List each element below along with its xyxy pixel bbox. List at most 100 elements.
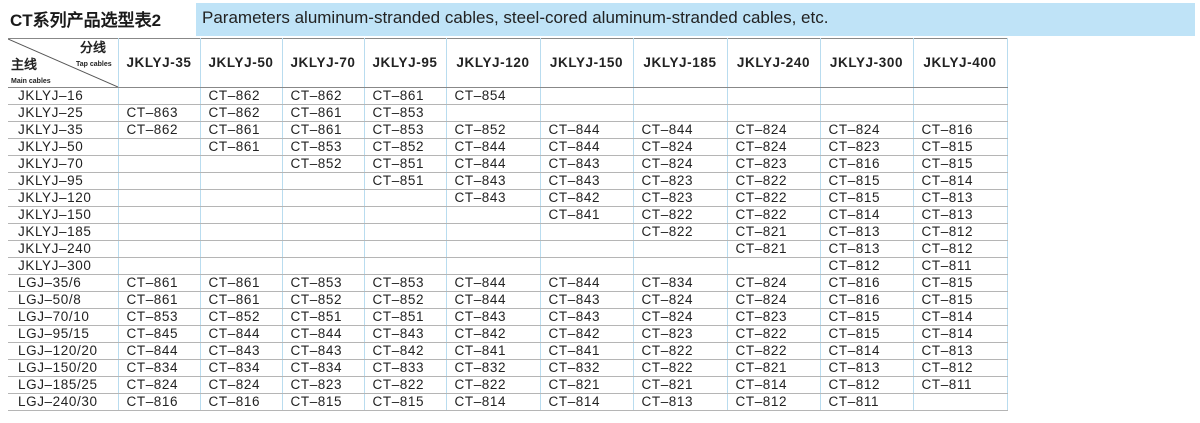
table-cell: CT–861 [364, 87, 447, 105]
table-cell: CT–852 [364, 138, 447, 156]
table-cell: CT–861 [282, 121, 365, 139]
table-cell: CT–814 [913, 172, 1008, 190]
table-cell: CT–852 [200, 308, 283, 326]
table-cell: CT–834 [118, 359, 201, 377]
empty-cell [282, 223, 365, 241]
table-cell: CT–822 [727, 325, 821, 343]
table-cell: CT–842 [540, 325, 634, 343]
table-body: 分线 Tap cables 主线 Main cables JKLYJ-35 JKL… [8, 38, 1008, 411]
table-cell: CT–843 [364, 325, 447, 343]
table-cell: CT–844 [540, 274, 634, 292]
table-cell: CT–842 [540, 189, 634, 207]
table-cell: CT–815 [364, 393, 447, 411]
table-cell: CT–822 [727, 189, 821, 207]
page-title: CT系列产品选型表2 [10, 11, 162, 30]
tap-label-en: Tap cables [76, 61, 112, 68]
empty-cell [913, 87, 1008, 105]
table-cell: CT–862 [282, 87, 365, 105]
empty-cell [282, 240, 365, 258]
table-cell: CT–861 [118, 274, 201, 292]
corner: 分线 Tap cables 主线 Main cables [8, 39, 118, 87]
empty-cell [364, 223, 447, 241]
table-cell: CT–816 [118, 393, 201, 411]
table-cell: CT–822 [633, 206, 728, 224]
empty-cell [633, 104, 728, 122]
table-cell: CT–824 [727, 274, 821, 292]
table-cell: CT–823 [727, 308, 821, 326]
table-cell: CT–822 [727, 342, 821, 360]
table-cell: CT–824 [118, 376, 201, 394]
table-cell: CT–824 [633, 155, 728, 173]
table-cell: CT–863 [118, 104, 201, 122]
column-header: JKLYJ-300 [820, 38, 914, 88]
table-cell: CT–822 [727, 172, 821, 190]
row-label: JKLYJ–70 [8, 155, 119, 173]
empty-cell [446, 206, 541, 224]
table-cell: CT–815 [820, 325, 914, 343]
table-cell: CT–821 [727, 359, 821, 377]
table-cell: CT–843 [446, 189, 541, 207]
table-cell: CT–824 [727, 291, 821, 309]
table-cell: CT–822 [446, 376, 541, 394]
header-row: 分线 Tap cables 主线 Main cables JKLYJ-35 JKL… [8, 38, 1008, 88]
table-cell: CT–844 [446, 155, 541, 173]
table-cell: CT–841 [446, 342, 541, 360]
empty-cell [913, 393, 1008, 411]
table-cell: CT–814 [446, 393, 541, 411]
table-row: JKLYJ–240 CT–821 CT–813 CT–812 [8, 240, 1008, 258]
table-row: JKLYJ–16 CT–862 CT–862 CT–861 CT–854 [8, 87, 1008, 105]
table-cell: CT–861 [282, 104, 365, 122]
empty-cell [364, 257, 447, 275]
table-cell: CT–861 [200, 138, 283, 156]
empty-cell [727, 87, 821, 105]
table-cell: CT–815 [820, 172, 914, 190]
table-cell: CT–844 [118, 342, 201, 360]
subtitle: Parameters aluminum-stranded cables, ste… [202, 8, 829, 27]
empty-cell [540, 257, 634, 275]
table-cell: CT–815 [820, 308, 914, 326]
table-cell: CT–862 [200, 104, 283, 122]
table-cell: CT–816 [820, 155, 914, 173]
table-cell: CT–813 [913, 189, 1008, 207]
table-row: JKLYJ–35 CT–862 CT–861 CT–861 CT–853 CT–852 CT… [8, 121, 1008, 139]
empty-cell [364, 240, 447, 258]
empty-cell [118, 206, 201, 224]
table-cell: CT–854 [446, 87, 541, 105]
table-cell: CT–843 [540, 291, 634, 309]
empty-cell [200, 206, 283, 224]
table-cell: CT–853 [118, 308, 201, 326]
table-cell: CT–832 [446, 359, 541, 377]
row-label: JKLYJ–185 [8, 223, 119, 241]
empty-cell [820, 87, 914, 105]
table-cell: CT–812 [913, 223, 1008, 241]
table-cell: CT–844 [446, 138, 541, 156]
empty-cell [282, 172, 365, 190]
tap-label: 分线 [80, 40, 107, 55]
table-cell: CT–814 [820, 342, 914, 360]
column-header: JKLYJ-70 [282, 38, 365, 88]
column-header: JKLYJ-35 [118, 38, 201, 88]
subtitle-banner: Parameters aluminum-stranded cables, ste… [196, 3, 1195, 36]
table-cell: CT–841 [540, 342, 634, 360]
row-label: LGJ–240/30 [8, 393, 119, 411]
table-cell: CT–852 [446, 121, 541, 139]
table-row: LGJ–150/20 CT–834 CT–834 CT–834 CT–833 CT–832… [8, 359, 1008, 377]
table-cell: CT–861 [200, 121, 283, 139]
row-label: JKLYJ–95 [8, 172, 119, 190]
table-row: LGJ–120/20 CT–844 CT–843 CT–843 CT–842 CT–841… [8, 342, 1008, 360]
table-cell: CT–853 [282, 274, 365, 292]
table-cell: CT–813 [820, 223, 914, 241]
table-row: LGJ–70/10 CT–853 CT–852 CT–851 CT–851 CT–843 C… [8, 308, 1008, 326]
table-cell: CT–845 [118, 325, 201, 343]
row-label: JKLYJ–25 [8, 104, 119, 122]
table-cell: CT–853 [282, 138, 365, 156]
column-header: JKLYJ-150 [540, 38, 634, 88]
empty-cell [118, 138, 201, 156]
table-cell: CT–811 [820, 393, 914, 411]
table-cell: CT–815 [282, 393, 365, 411]
table-cell: CT–842 [446, 325, 541, 343]
table-cell: CT–862 [118, 121, 201, 139]
table-cell: CT–823 [633, 325, 728, 343]
table-cell: CT–851 [364, 308, 447, 326]
table-cell: CT–821 [727, 240, 821, 258]
